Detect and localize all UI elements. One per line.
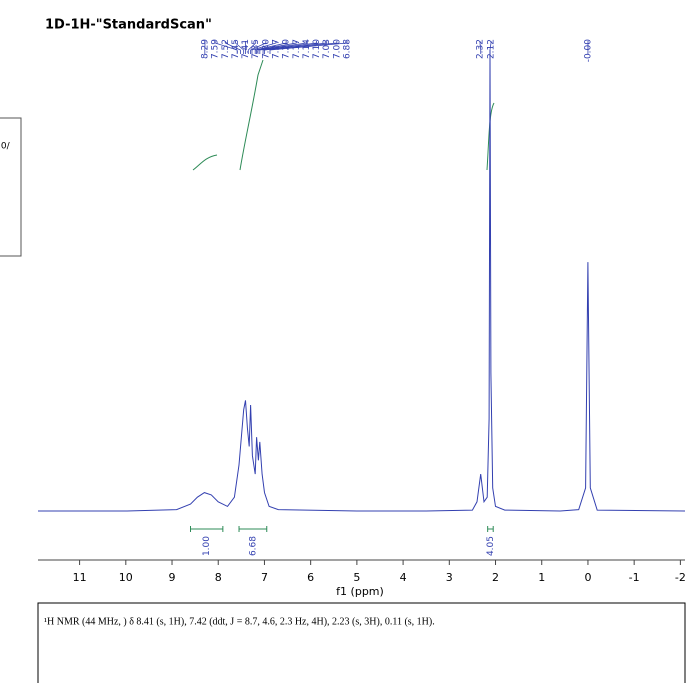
x-tick-label: 11 xyxy=(73,571,87,584)
x-tick-label: -2 xyxy=(675,571,686,584)
peak-label: 7.03 xyxy=(322,39,332,59)
peak-label: 7.41 xyxy=(241,39,251,59)
peak-connector xyxy=(489,41,492,54)
peak-label: 7.10 xyxy=(312,39,322,59)
peak-label: 2.12 xyxy=(487,39,497,59)
peak-label: 7.14 xyxy=(302,39,312,59)
integral-bracket xyxy=(238,526,268,532)
peak-connector xyxy=(251,41,277,54)
peak-label: 7.20 xyxy=(282,39,292,59)
peak-connector xyxy=(214,41,238,54)
peak-connector xyxy=(235,41,245,54)
peak-label: -0.00 xyxy=(584,39,594,63)
integral-curve xyxy=(192,154,218,171)
side-panel-text: .0/ xyxy=(0,142,11,152)
side-panel xyxy=(0,117,22,257)
peak-connector xyxy=(257,41,307,54)
peak-label: 7.00 xyxy=(332,39,342,59)
peak-connector xyxy=(224,41,241,54)
peak-connector xyxy=(269,41,348,54)
integral-bracket xyxy=(487,526,494,532)
x-tick-label: 2 xyxy=(492,571,499,584)
integral-label: 6.68 xyxy=(248,536,258,556)
peak-label: 8.29 xyxy=(201,39,211,59)
x-tick-label: 6 xyxy=(307,571,314,584)
x-tick-label: 10 xyxy=(119,571,133,584)
x-tick-label: -1 xyxy=(629,571,640,584)
x-tick-label: 4 xyxy=(400,571,407,584)
x-tick-label: 7 xyxy=(261,571,268,584)
x-tick-label: 8 xyxy=(215,571,222,584)
peak-label: 7.59 xyxy=(211,39,221,59)
peak-connector xyxy=(247,41,257,54)
x-axis-label: f1 (ppm) xyxy=(336,585,384,598)
chart-title: 1D-1H-"StandardScan" xyxy=(45,18,212,33)
peak-connector xyxy=(262,41,328,54)
x-tick-label: 3 xyxy=(446,571,453,584)
spectrum-line xyxy=(38,49,686,512)
peak-label: 7.17 xyxy=(292,39,302,59)
integral-label: 4.05 xyxy=(486,536,496,556)
integral-label: 1.00 xyxy=(202,536,212,556)
x-tick-label: 1 xyxy=(538,571,545,584)
x-tick-label: 5 xyxy=(353,571,360,584)
peak-connector xyxy=(259,41,317,54)
x-tick-label: 0 xyxy=(584,571,591,584)
peak-label: 7.45 xyxy=(231,39,241,59)
peak-label: 7.52 xyxy=(221,39,231,59)
report-text: ¹H NMR (44 MHz, ) δ 8.41 (s, 1H), 7.42 (… xyxy=(44,616,435,627)
peak-connector xyxy=(254,41,287,54)
x-tick-label: 9 xyxy=(169,571,176,584)
report-box xyxy=(37,602,686,683)
peak-connector xyxy=(250,41,267,54)
peak-connector xyxy=(264,41,338,54)
integral-bracket xyxy=(190,526,224,532)
integral-curve xyxy=(239,59,264,171)
peak-label: 6.88 xyxy=(343,39,353,59)
peak-connector xyxy=(256,41,297,54)
peak-connector xyxy=(479,41,482,54)
